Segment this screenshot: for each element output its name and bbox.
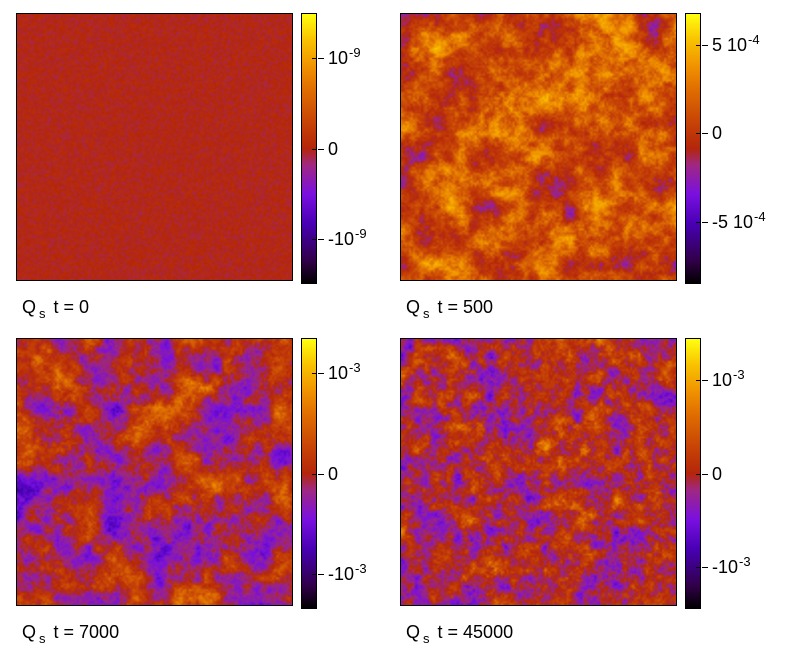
colorbar-tick-label: 0 bbox=[328, 463, 339, 484]
heatmap-t0 bbox=[16, 13, 293, 281]
colorbar-tick bbox=[696, 44, 701, 46]
heatmap-t500 bbox=[400, 13, 677, 281]
colorbar-tick-label: 10-3 bbox=[328, 360, 361, 384]
colorbar-tick bbox=[696, 222, 701, 223]
colorbar-tick bbox=[702, 380, 708, 382]
heatmap-canvas-t0 bbox=[17, 14, 292, 280]
colorbar-tick bbox=[312, 148, 317, 150]
colorbar-tick-label: 0 bbox=[712, 123, 723, 144]
colorbar-tick bbox=[312, 473, 317, 475]
colorbar-tick bbox=[312, 373, 317, 375]
colorbar-tick-label: -10-3 bbox=[328, 560, 367, 584]
colorbar-tick bbox=[312, 238, 317, 240]
colorbar-tick bbox=[696, 473, 701, 475]
colorbar-tick bbox=[702, 133, 708, 135]
colorbar-tick bbox=[318, 573, 324, 575]
heatmap-canvas-t500 bbox=[401, 14, 676, 280]
heatmap-t7000 bbox=[16, 338, 293, 606]
colorbar-tick bbox=[312, 58, 317, 60]
colorbar-tick-label: -10-9 bbox=[328, 225, 367, 249]
colorbar-tick bbox=[702, 44, 708, 46]
colorbar-tick bbox=[702, 222, 708, 223]
heatmap-t45000 bbox=[400, 338, 677, 606]
colorbar-tick-label: 0 bbox=[328, 138, 339, 159]
colorbar-t500 bbox=[685, 13, 701, 284]
colorbar-tick bbox=[318, 238, 324, 240]
colorbar-tick bbox=[318, 373, 324, 375]
colorbar-tick-label: 0 bbox=[712, 463, 723, 484]
colorbar-tick bbox=[312, 573, 317, 575]
colorbar-tick-label: 5 10-4 bbox=[712, 31, 760, 55]
colorbar-tick bbox=[696, 380, 701, 382]
colorbar-tick-label: 10-3 bbox=[712, 367, 745, 391]
heatmap-canvas-t45000 bbox=[401, 339, 676, 605]
colorbar-tick-label: -5 10-4 bbox=[712, 209, 766, 232]
colorbar-tick bbox=[318, 473, 324, 475]
colorbar-tick bbox=[318, 148, 324, 150]
colorbar-tick bbox=[702, 473, 708, 475]
colorbar-tick bbox=[696, 566, 701, 568]
colorbar-tick bbox=[702, 566, 708, 568]
colorbar-tick bbox=[696, 133, 701, 135]
colorbar-tick-label: 10-9 bbox=[328, 45, 361, 69]
colorbar-tick-label: -10-3 bbox=[712, 553, 751, 577]
colorbar-tick bbox=[318, 58, 324, 60]
heatmap-canvas-t7000 bbox=[17, 339, 292, 605]
